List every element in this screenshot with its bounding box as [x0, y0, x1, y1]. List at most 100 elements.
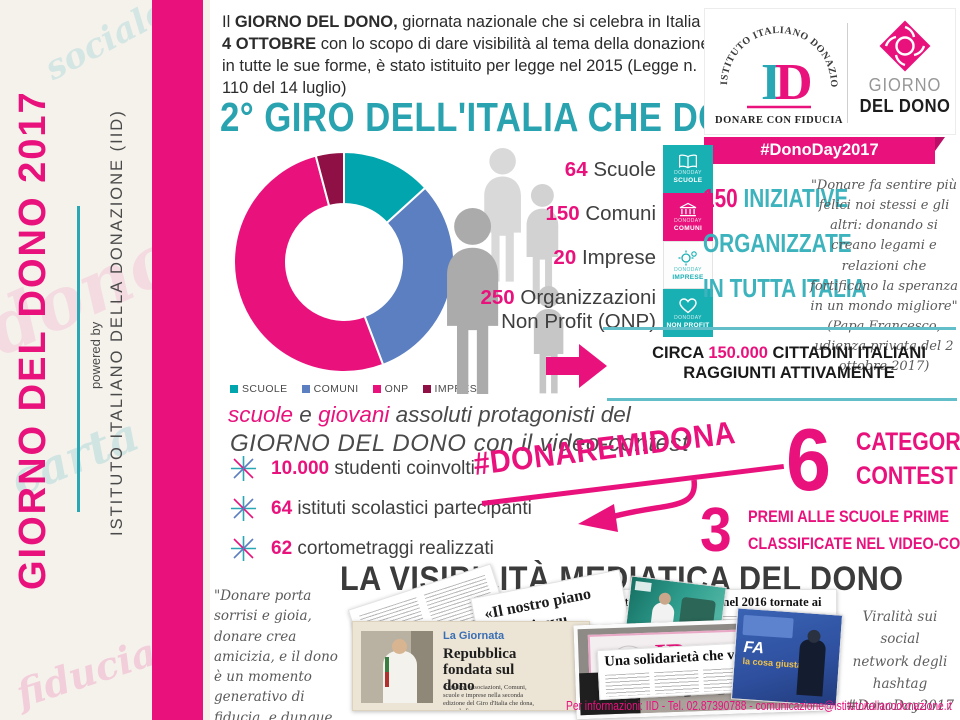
legend-label: ONP — [384, 383, 409, 395]
initiatives-word: INIZIATIVE — [743, 183, 849, 213]
initiatives-number: 150 — [703, 183, 738, 213]
donut-chart — [233, 150, 455, 373]
donut-segment-comuni — [363, 186, 455, 367]
count-value: 20 — [553, 246, 577, 269]
gdd-logo-line2: DEL DONO — [859, 96, 951, 116]
stat-text: 10.000 studenti coinvolti — [271, 458, 475, 480]
intro-text: con lo scopo di dare visibilità al tema … — [222, 34, 710, 97]
stat-number: 62 — [271, 537, 293, 559]
social-line: #DonoDay2017 e — [846, 698, 954, 715]
badge-label: IMPRESE — [672, 273, 704, 281]
giorno-del-dono-logo: GIORNO DEL DONO — [855, 13, 955, 117]
email-link[interactable]: comunicazione@istitutoitalianodonazione.… — [755, 699, 952, 713]
legend-label: COMUNI — [313, 383, 359, 395]
intro-paragraph: Il GIORNO DEL DONO, giornata nazionale c… — [222, 12, 714, 100]
gdd-logo-line1: GIORNO — [868, 75, 942, 95]
badge-comuni: DONODAY COMUNI — [663, 193, 713, 241]
sidebar-powered-by: powered by — [88, 321, 103, 389]
newspaper-clipping-giornata: La Giornata Repubblica fondata sul dono … — [352, 621, 590, 711]
legend-item: SCUOLE — [230, 383, 288, 395]
donoday-banner: #DonoDay2017 — [704, 137, 945, 164]
donut-segment-imprese — [314, 150, 345, 208]
badge-label: NON PROFIT — [666, 321, 710, 329]
legend-swatch — [230, 385, 238, 393]
pope-quote: "Donare fa sentire più felici noi stessi… — [810, 176, 958, 377]
social-virality-note: Viralità sui social network degli hashta… — [843, 606, 957, 720]
highlight-scuole: scuole — [228, 402, 294, 427]
footer-contact: Per informazioni: IID - Tel. 02.87390788… — [566, 699, 952, 713]
stat-row-studenti: 10.000 studenti coinvolti — [230, 455, 475, 482]
tv-panel — [742, 614, 794, 639]
page-title: 2° GIRO DELL'ITALIA CHE DONA — [220, 94, 777, 140]
legend-item: ONP — [372, 383, 409, 395]
social-line: Viralità sui social — [862, 609, 938, 648]
categories-line1: CATEGORIE — [856, 428, 960, 456]
pope-photo — [361, 631, 433, 703]
right-arrow-icon — [546, 344, 607, 388]
badge-brand: DONODAY — [674, 170, 702, 176]
logo-box: ISTITUTO ITALIANO DONAZIONE I D DONARE C… — [704, 8, 956, 135]
quote-text: "Donare porta sorrisi e gioia, donare cr… — [214, 588, 338, 720]
prizes-line1: PREMI ALLE SCUOLE PRIME — [748, 507, 949, 526]
reach-number: 150.000 — [708, 344, 768, 362]
sidebar-magenta-stripe — [152, 0, 203, 720]
donut-segment-onp — [233, 154, 385, 373]
banner-fold — [935, 137, 945, 151]
stat-row-istituti: 64 istituti scolastici partecipanti — [230, 495, 532, 522]
intro-bold-date: 4 OTTOBRE — [222, 34, 317, 53]
text: assoluti protagonisti del — [389, 402, 631, 427]
protagonists-line2: GIORNO DEL DONO con il video-contest — [230, 430, 690, 457]
donoday-hashtag: #DonoDay2017 — [760, 141, 879, 159]
tricolor-sash — [385, 657, 389, 687]
intro-text: giornata nazionale che si celebra in Ita… — [397, 13, 713, 31]
categories-number: 6 — [786, 410, 832, 509]
badge-brand: DONODAY — [674, 314, 702, 321]
legend-swatch — [301, 385, 310, 393]
clipping-caption: Cittadini, associazioni, Comuni, scuole … — [443, 684, 535, 710]
iid-letter-i: I — [761, 54, 781, 111]
social-line: hashtag — [872, 675, 928, 692]
footer-text: Per informazioni: IID - Tel. 02.87390788… — [566, 699, 756, 713]
asterisk-icon — [231, 496, 256, 521]
stat-text: 62 cortometraggi realizzati — [271, 538, 494, 560]
stat-text: 64 istituti scolastici partecipanti — [271, 498, 532, 520]
clipping-headline: Repubblica fondata sul dono — [443, 646, 517, 695]
count-imprese: 20 Imprese — [430, 246, 656, 270]
text: e — [293, 402, 319, 427]
initiatives-word: ORGANIZZATE — [703, 228, 852, 258]
logo-divider — [847, 23, 848, 123]
pope-head — [392, 639, 407, 654]
newsprint-texture — [654, 669, 700, 695]
fa-subtitle: la cosa giusta — [742, 655, 803, 671]
count-scuole: 64 Scuole — [430, 158, 656, 182]
sidebar-title: GIORNO DEL DONO 2017 — [12, 90, 54, 590]
social-line: network degli — [852, 653, 948, 670]
stat-label: cortometraggi realizzati — [292, 537, 494, 559]
donoday-badge-column: DONODAY SCUOLE DONODAY COMUNI DONODAY IM… — [663, 145, 713, 337]
stat-number: 64 — [271, 497, 293, 519]
highlight-giovani: giovani — [318, 402, 390, 427]
quote-attribution: (Papa Francesco, udienza privata del 2 o… — [814, 319, 954, 375]
count-comuni: 150 Comuni — [430, 202, 656, 226]
iid-logo: ISTITUTO ITALIANO DONAZIONE I D DONARE C… — [709, 13, 843, 126]
badge-label: SCUOLE — [673, 177, 703, 184]
clipping-kicker: La Giornata — [443, 630, 505, 642]
legend-swatch — [372, 385, 381, 393]
prizes-line2: CLASSIFICATE NEL VIDEO-CONTEST — [748, 534, 960, 553]
asterisk-icon — [231, 536, 256, 561]
intro-text: Il — [222, 13, 235, 31]
reach-text-line2: RAGGIUNTI ATTIVAMENTE — [683, 363, 895, 382]
stat-label: studenti coinvolti — [329, 457, 475, 479]
gdd-diamond-icon — [879, 20, 931, 72]
initiatives-word: IN TUTTA ITALIA — [703, 273, 867, 303]
iid-letter-d: D — [775, 54, 813, 111]
count-label: Organizzazioni — [520, 286, 656, 309]
legend-label: SCUOLE — [242, 383, 288, 395]
quote-text: "Donare fa sentire più felici noi stessi… — [810, 178, 958, 314]
prizes-number: 3 — [700, 496, 732, 565]
stat-label: istituti scolastici partecipanti — [292, 497, 532, 519]
categories-line2: CONTEST — [856, 462, 958, 490]
protagonists-line1: scuole e giovani assoluti protagonisti d… — [228, 402, 631, 428]
divider-line — [603, 327, 956, 330]
reach-text: CIRCA — [652, 344, 709, 362]
